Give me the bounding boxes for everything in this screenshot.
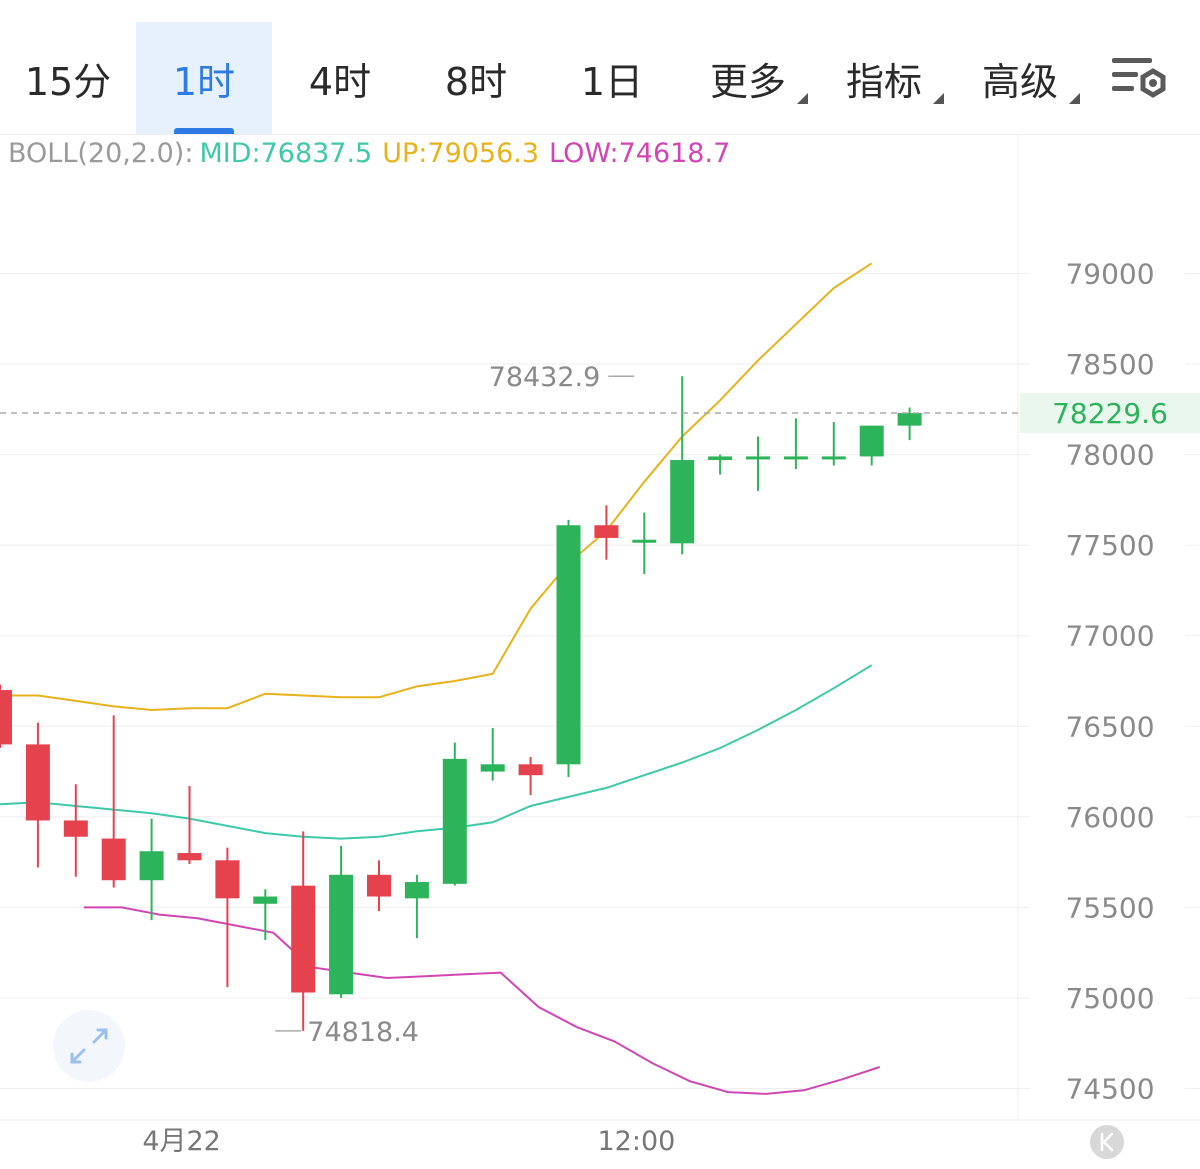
candle-body [177, 853, 202, 861]
y-tick-label: 76500 [1065, 710, 1154, 743]
y-tick-label: 74500 [1065, 1073, 1154, 1106]
tab-label: 4时 [308, 59, 372, 104]
y-tick-label: 76000 [1065, 801, 1154, 834]
tab-label: 指标 [846, 51, 944, 106]
candle-body [518, 764, 543, 776]
y-tick-label: 79000 [1065, 258, 1154, 291]
dropdown-triangle-icon [1069, 92, 1080, 104]
boll-name: BOLL(20,2.0): [8, 138, 194, 169]
candle-body [291, 885, 316, 993]
x-tick-label: 12:00 [597, 1126, 675, 1157]
tab-label: 1时 [172, 59, 236, 104]
candlestick-chart[interactable]: 79000 78500 78000 77500 77000 76500 76000 75500… [0, 134, 1200, 1169]
candle-body [859, 425, 884, 457]
tab-5[interactable]: 1日 [544, 22, 680, 134]
tab-6[interactable]: 更多 [680, 22, 816, 134]
boll-low: LOW:74618.7 [549, 138, 731, 169]
tab-1[interactable]: 15分 [0, 22, 136, 134]
candle-body [442, 758, 467, 884]
candle-body [101, 838, 126, 881]
tab-label: 8时 [444, 59, 508, 104]
candle-body [594, 525, 619, 538]
y-tick-label: 75500 [1065, 891, 1154, 924]
candle-body [897, 413, 922, 426]
tab-label: 更多 [710, 51, 808, 106]
candle-body [0, 690, 12, 745]
tab-7[interactable]: 指标 [816, 22, 952, 134]
dropdown-triangle-icon [797, 92, 808, 104]
tab-8[interactable]: 高级 [952, 22, 1088, 134]
current-price-badge [1020, 393, 1200, 434]
boll-up-line [0, 262, 873, 712]
boll-mid-line [0, 664, 873, 840]
candle-body [215, 860, 240, 899]
dropdown-triangle-icon [933, 92, 944, 104]
candle-body [253, 896, 278, 904]
tab-3[interactable]: 4时 [272, 22, 408, 134]
y-tick-label: 78500 [1065, 348, 1154, 381]
candle-body [670, 460, 695, 544]
y-tick-label: 75000 [1065, 982, 1154, 1015]
y-tick-label: 77000 [1065, 620, 1154, 653]
candle-body [708, 456, 733, 461]
candle-body [63, 820, 88, 837]
skip-to-end-icon [1100, 1132, 1114, 1152]
candle-body [556, 525, 581, 765]
x-tick-label: 4月22 [142, 1126, 221, 1157]
candle-body [632, 539, 657, 543]
candle-body [783, 456, 808, 460]
boll-low-line [83, 906, 881, 1095]
y-tick-label: 78000 [1065, 439, 1154, 472]
tab-4[interactable]: 8时 [408, 22, 544, 134]
boll-up: UP:79056.3 [382, 138, 540, 169]
candle-body [329, 874, 354, 995]
fullscreen-button[interactable] [53, 1010, 125, 1082]
y-tick-label: 77500 [1065, 529, 1154, 562]
candle-body [367, 874, 391, 897]
candle-body [404, 882, 429, 899]
candle-body [25, 744, 50, 821]
tab-2[interactable]: 1时 [136, 22, 272, 134]
candle-body [139, 851, 164, 881]
scroll-to-latest-button[interactable] [1090, 1125, 1124, 1159]
candle-body [821, 456, 846, 460]
boll-indicator-legend: BOLL(20,2.0): MID:76837.5 UP:79056.3 LOW:74… [8, 138, 740, 169]
tab-label: 高级 [982, 51, 1080, 106]
tab-label: 1日 [580, 59, 644, 104]
high-marker-label: 78432.9 [489, 362, 601, 393]
expand-icon [70, 1028, 108, 1064]
candle-body [480, 764, 505, 772]
current-price-label: 78229.6 [1052, 397, 1168, 430]
candle-body [746, 456, 770, 460]
active-tab-indicator [174, 128, 234, 134]
chart-settings-icon[interactable] [1110, 52, 1172, 108]
timeframe-tab-bar: 15分 1时 4时 8时 1日 更多 指标 高级 [0, 0, 1200, 135]
tab-label: 15分 [24, 59, 112, 104]
low-marker-label: 74818.4 [307, 1017, 419, 1048]
boll-mid: MID:76837.5 [199, 138, 373, 169]
